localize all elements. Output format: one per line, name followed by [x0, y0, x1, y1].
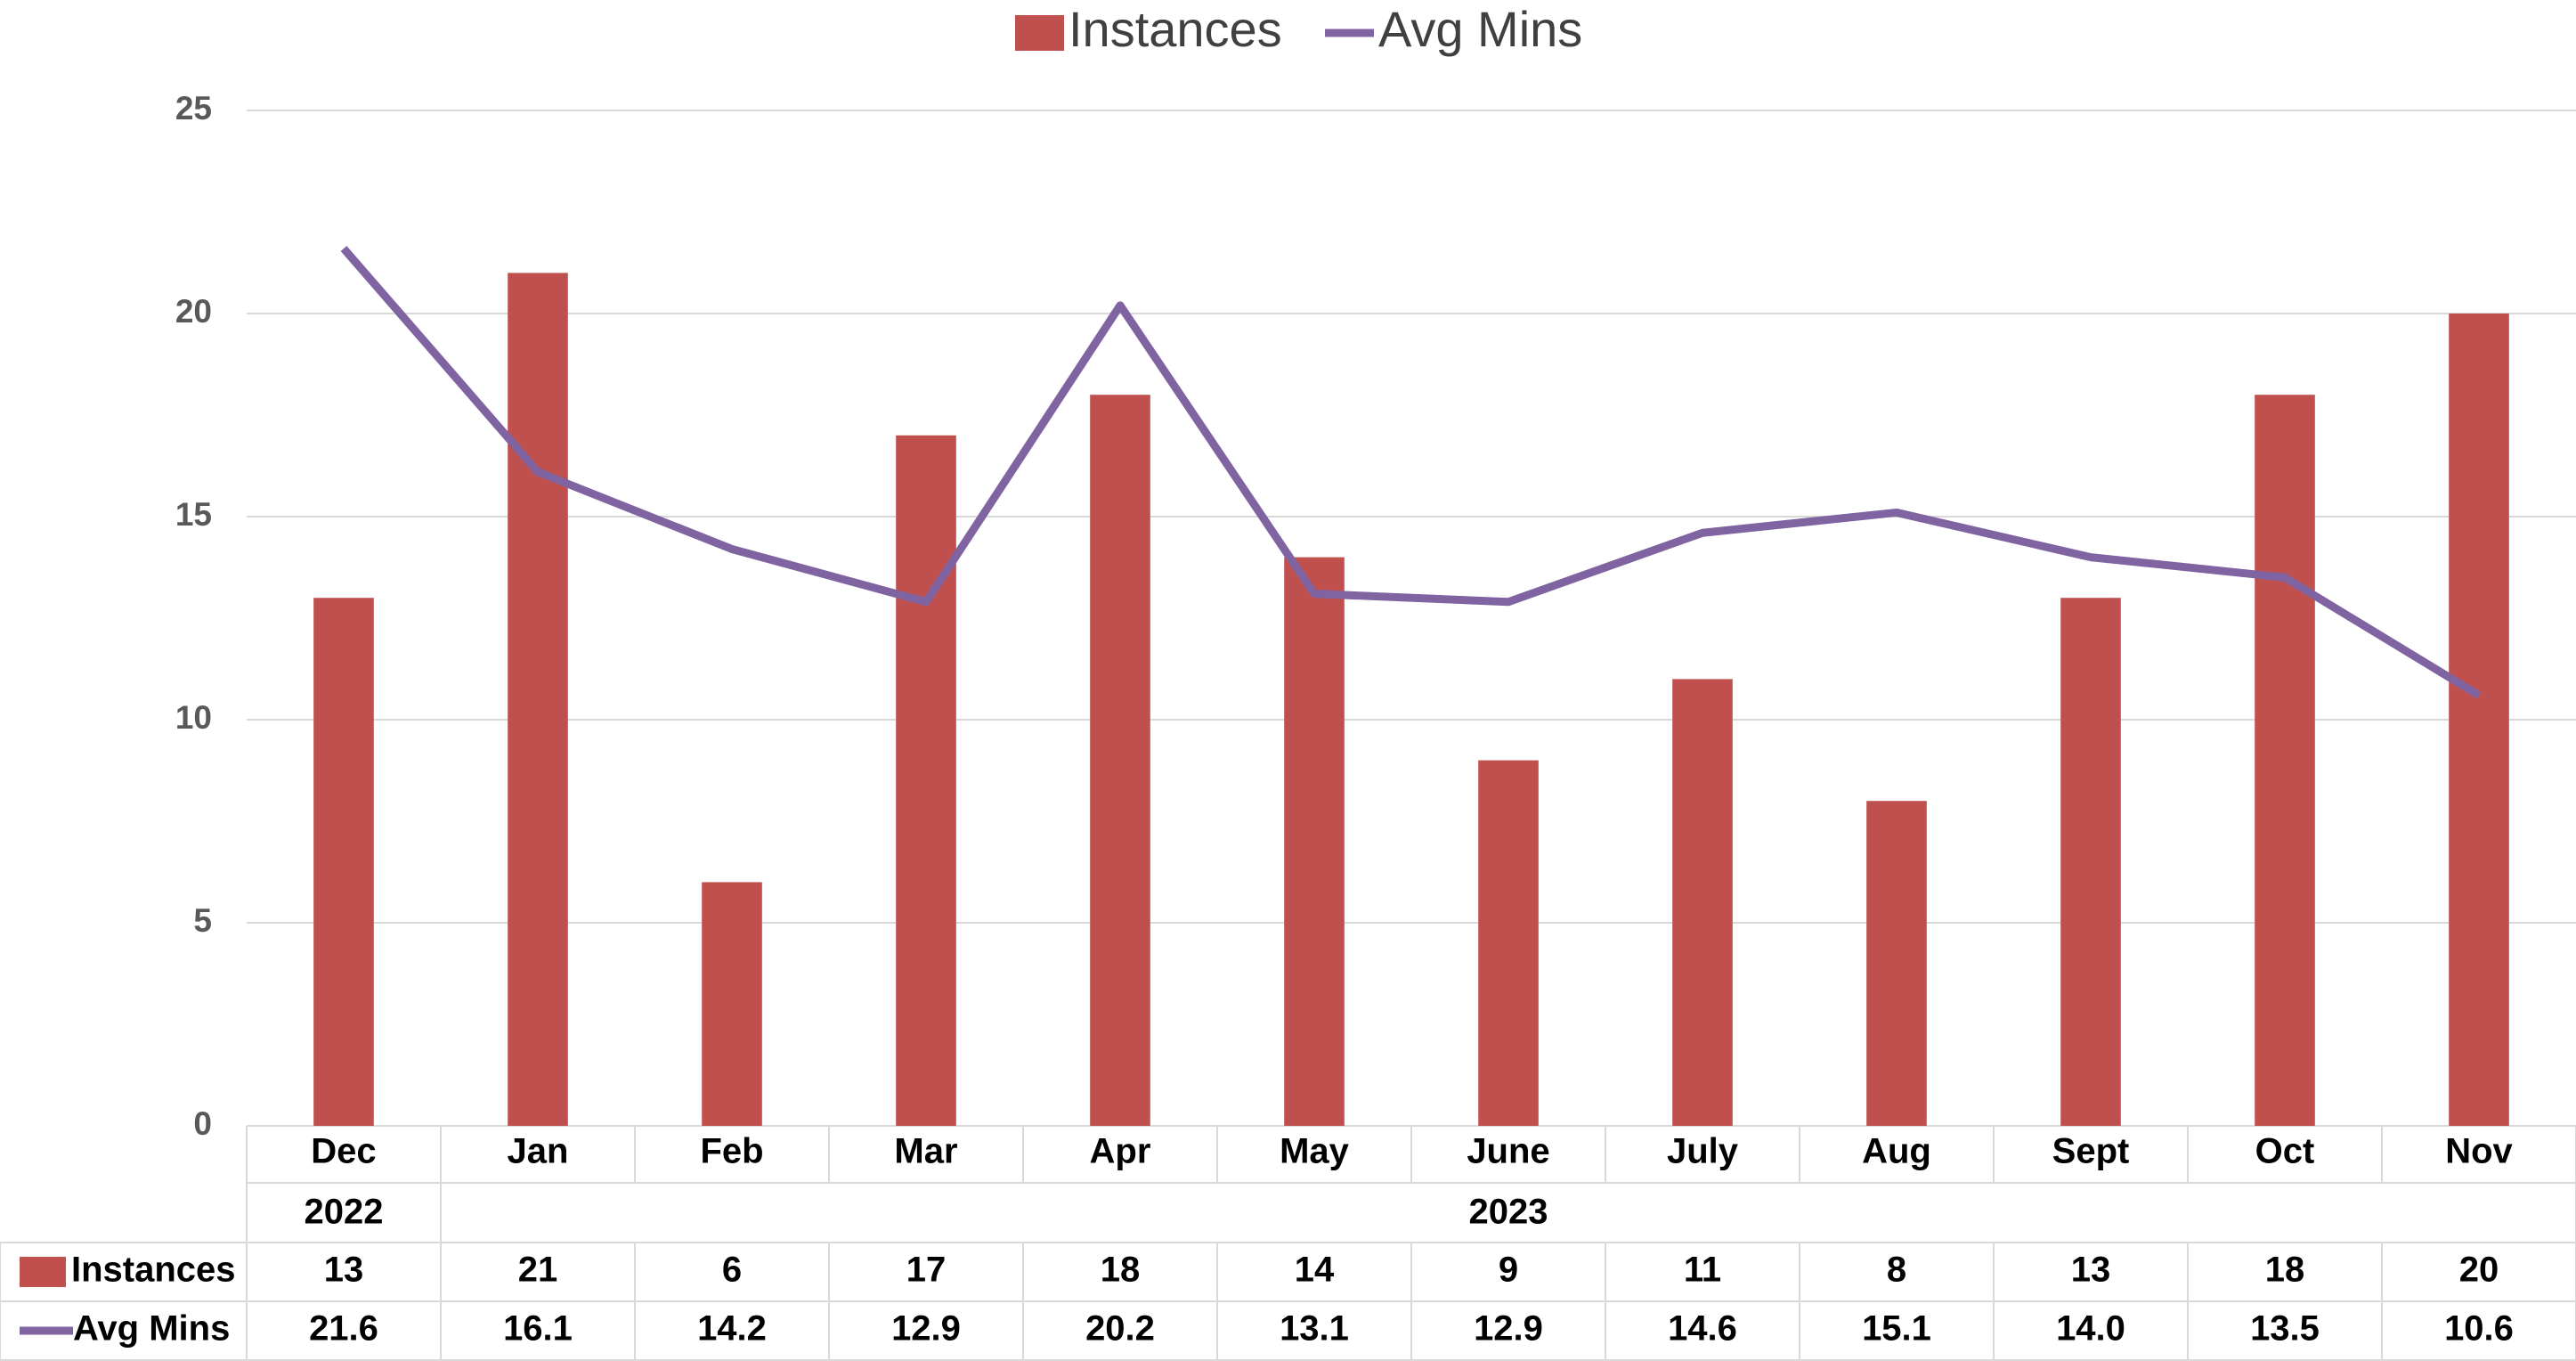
data-label: 13.1	[1280, 1309, 1349, 1349]
line	[340, 246, 2482, 699]
table-series-name: Instances	[71, 1251, 236, 1290]
data-label: 16.1	[503, 1309, 573, 1349]
table-key	[20, 1257, 66, 1287]
x-tick-label: Apr	[1090, 1132, 1151, 1171]
bar	[2060, 598, 2121, 1126]
data-label: 13.5	[2250, 1309, 2320, 1349]
x-tick-label: June	[1467, 1132, 1549, 1171]
x-tick-label: Feb	[700, 1132, 763, 1171]
group-label: 2022	[305, 1193, 384, 1232]
x-tick-label: July	[1667, 1132, 1739, 1171]
bar	[1866, 801, 1927, 1126]
data-label: 9	[1499, 1251, 1518, 1290]
data-label: 21	[518, 1251, 558, 1290]
bar	[896, 435, 956, 1126]
data-label: 20	[2459, 1251, 2499, 1290]
y-tick-label: 15	[175, 496, 212, 533]
bar	[2449, 314, 2509, 1126]
bar	[1090, 395, 1150, 1126]
x-tick-label: Sept	[2052, 1132, 2130, 1171]
data-label: 15.1	[1862, 1309, 1931, 1349]
y-tick-label: 10	[175, 699, 212, 736]
x-tick-label: Aug	[1862, 1132, 1931, 1171]
group-label: 2023	[1469, 1193, 1548, 1232]
data-label: 14.2	[697, 1309, 767, 1349]
bar	[2255, 395, 2315, 1126]
legend-label: Instances	[1069, 1, 1282, 57]
y-tick-label: 25	[175, 90, 212, 126]
data-label: 11	[1684, 1251, 1721, 1290]
bar	[1672, 679, 1733, 1126]
data-label: 14	[1295, 1251, 1335, 1290]
legend-label: Avg Mins	[1378, 1, 1582, 57]
x-tick-label: Jan	[508, 1132, 569, 1171]
data-label: 13	[2071, 1251, 2111, 1290]
y-tick-label: 0	[193, 1105, 212, 1142]
x-tick-label: Oct	[2255, 1132, 2315, 1171]
x-tick-label: May	[1280, 1132, 1350, 1171]
data-label: 12.9	[891, 1309, 961, 1349]
data-label: 8	[1887, 1251, 1906, 1290]
data-label: 14.0	[2056, 1309, 2125, 1349]
data-label: 17	[906, 1251, 947, 1290]
data-label: 10.6	[2444, 1309, 2514, 1349]
x-tick-label: Mar	[894, 1132, 957, 1171]
data-label: 18	[1101, 1251, 1141, 1290]
bar	[508, 273, 568, 1126]
y-tick-label: 5	[193, 902, 212, 939]
data-label: 20.2	[1085, 1309, 1155, 1349]
data-label: 6	[722, 1251, 742, 1290]
data-label: 18	[2265, 1251, 2305, 1290]
x-tick-label: Dec	[311, 1132, 376, 1171]
data-label: 12.9	[1474, 1309, 1543, 1349]
legend-key	[1015, 15, 1064, 51]
bar	[1478, 760, 1539, 1126]
bar	[1284, 557, 1345, 1126]
bar	[702, 882, 762, 1126]
y-tick-label: 20	[175, 293, 212, 330]
bar	[313, 598, 374, 1126]
data-label: 14.6	[1668, 1309, 1737, 1349]
table-series-name: Avg Mins	[73, 1309, 230, 1349]
data-label: 21.6	[309, 1309, 378, 1349]
data-label: 13	[324, 1251, 364, 1290]
x-tick-label: Nov	[2445, 1132, 2513, 1171]
